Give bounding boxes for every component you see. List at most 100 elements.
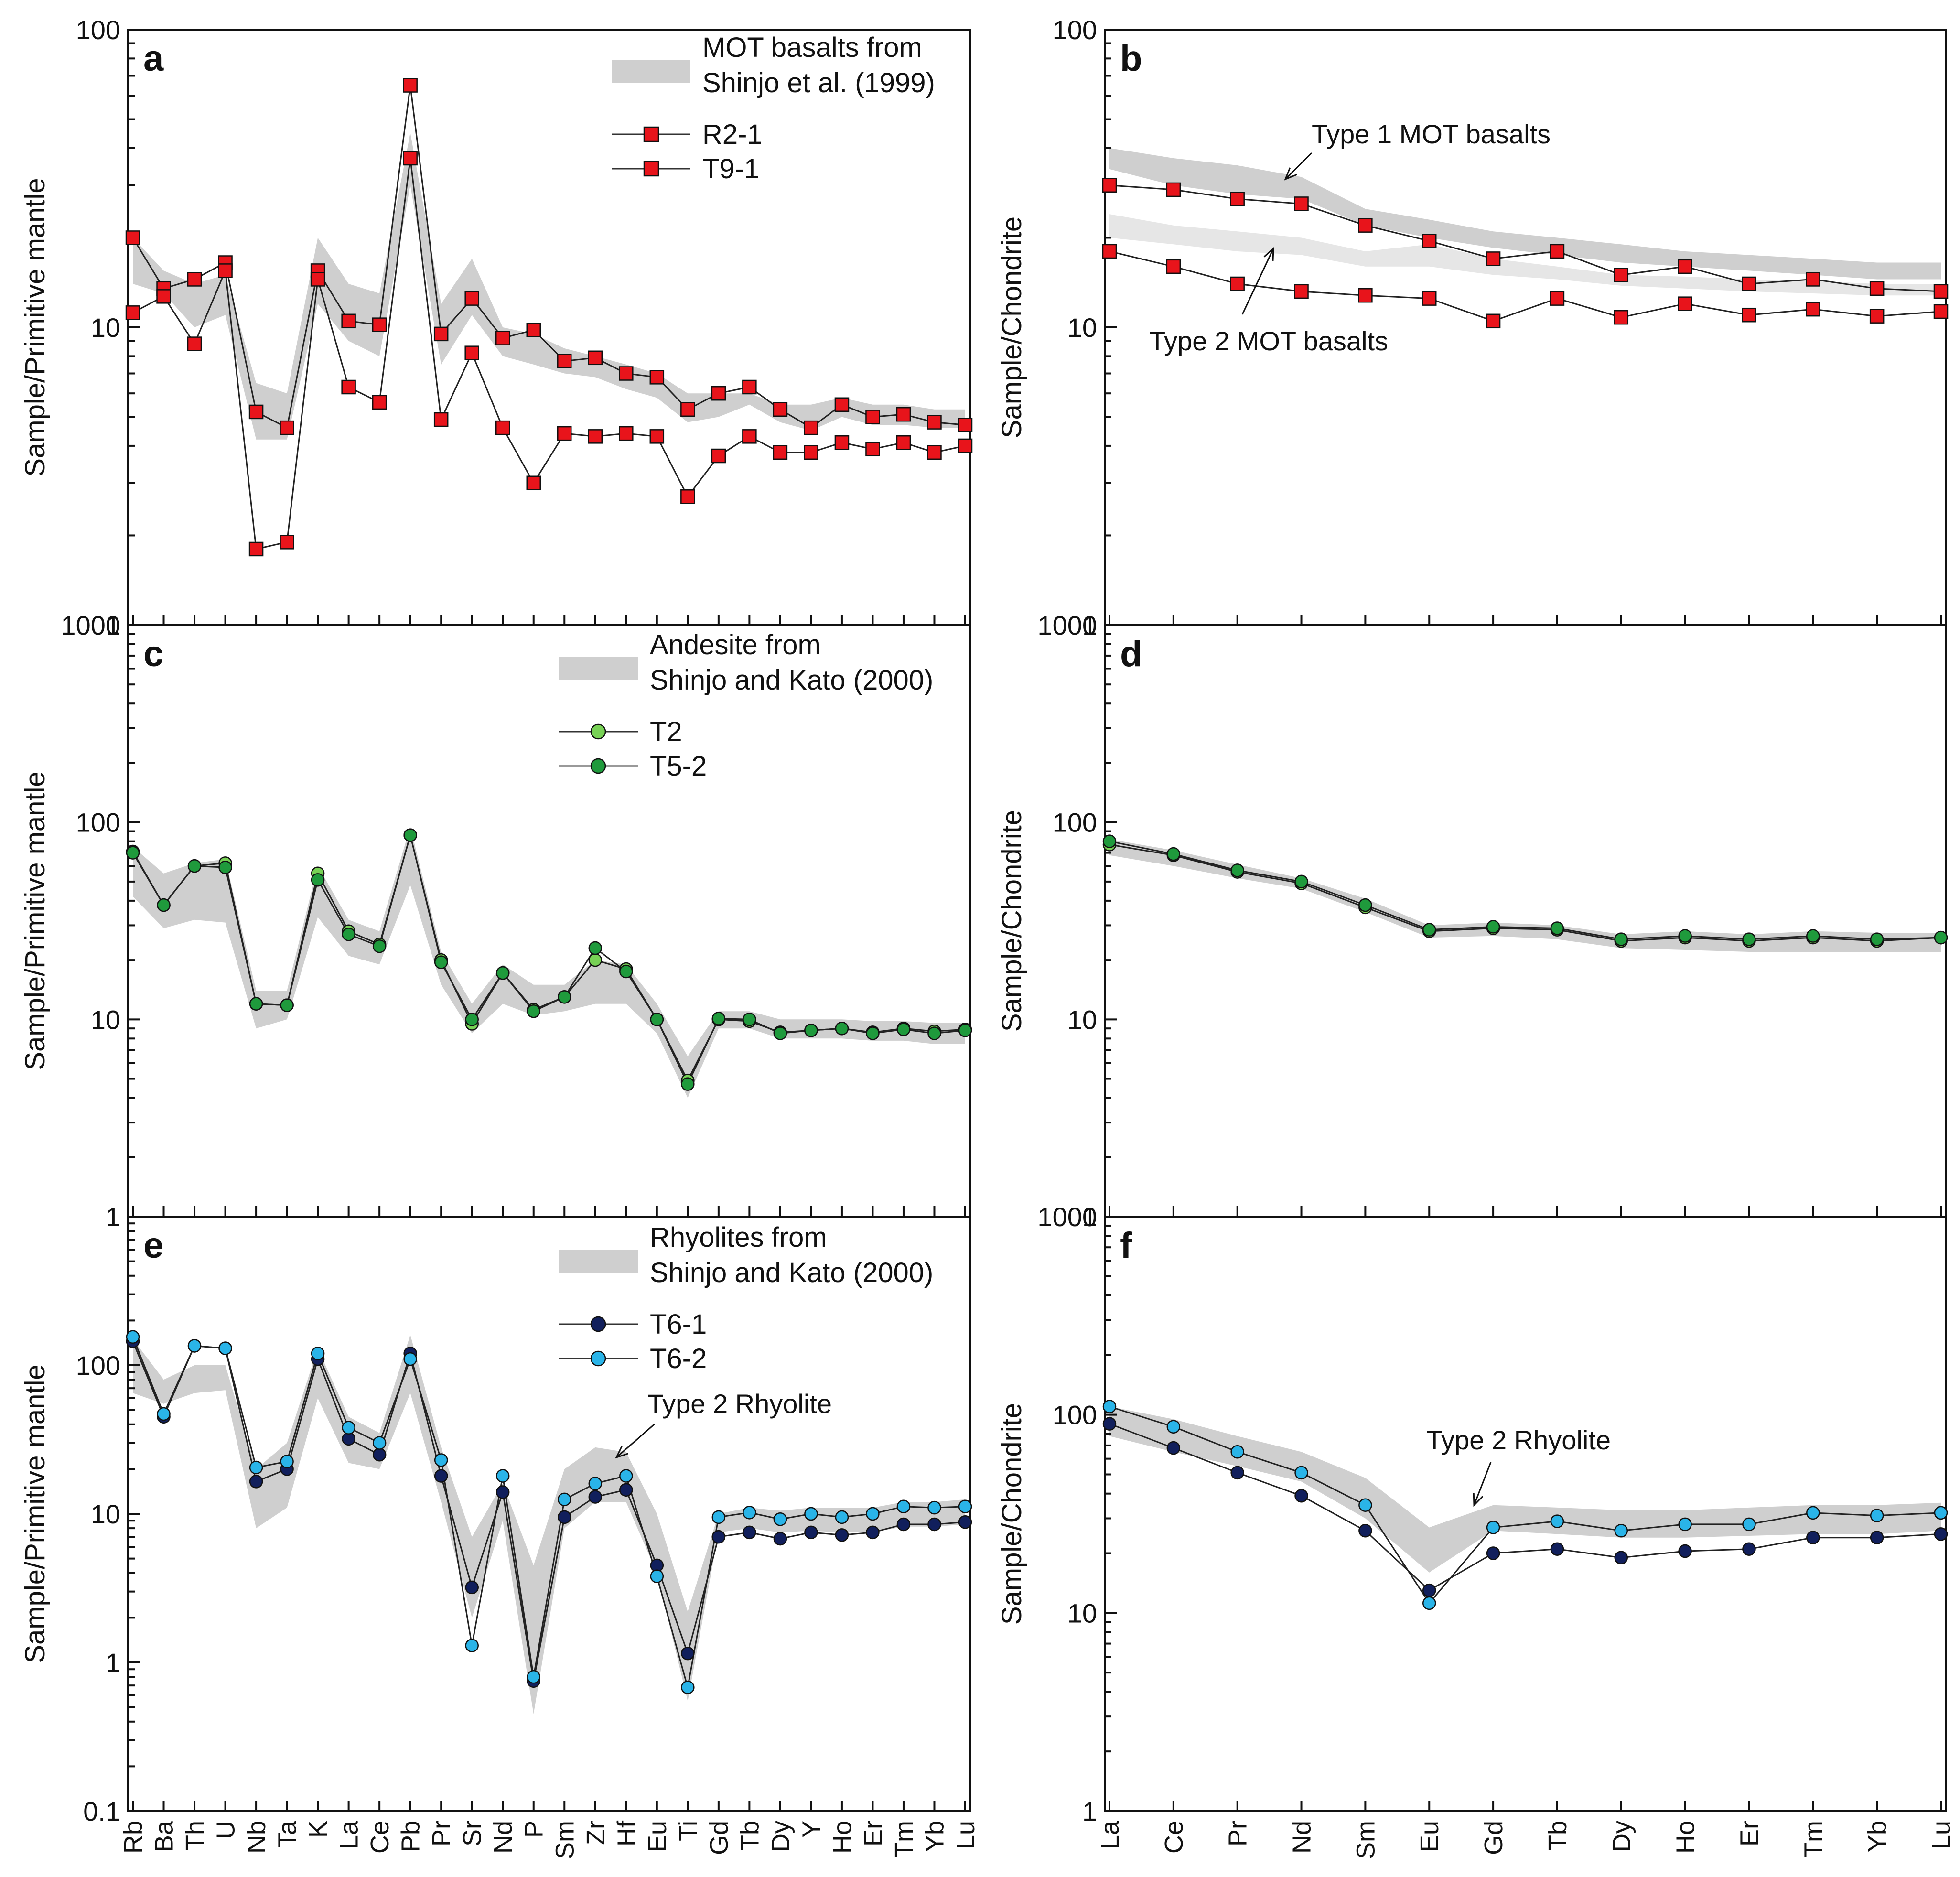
series-line bbox=[1109, 184, 1941, 292]
panel-d: 1 10 100 1000 Sample/Chondrite d bbox=[996, 610, 1948, 1232]
x-tick-label: Pr bbox=[427, 1821, 456, 1846]
data-point bbox=[1742, 276, 1756, 291]
data-point bbox=[834, 397, 850, 412]
data-point bbox=[557, 354, 572, 368]
data-point bbox=[1294, 874, 1308, 889]
data-point bbox=[1358, 898, 1372, 912]
data-point bbox=[958, 438, 973, 453]
data-point bbox=[1678, 1517, 1692, 1532]
data-point bbox=[403, 1352, 417, 1366]
data-point bbox=[1102, 244, 1117, 259]
data-point bbox=[1614, 932, 1628, 946]
data-point bbox=[1486, 920, 1500, 934]
x-tick-label: Tm bbox=[890, 1821, 918, 1858]
data-point bbox=[896, 407, 911, 422]
legend-marker bbox=[590, 1350, 606, 1367]
data-point bbox=[619, 964, 633, 979]
x-tick-label: Tb bbox=[1543, 1821, 1572, 1851]
data-point bbox=[588, 429, 603, 444]
data-point bbox=[1486, 251, 1501, 266]
x-tick-label: Tb bbox=[735, 1821, 764, 1851]
data-point bbox=[280, 420, 294, 435]
data-point bbox=[1358, 1498, 1372, 1512]
legend-band-label: Andesite from bbox=[650, 629, 821, 660]
x-tick-label: La bbox=[335, 1820, 364, 1849]
legend-band-label: Rhyolites from bbox=[650, 1222, 827, 1253]
panel-c: 1 10 100 1000 Sample/Primitive mantle c Andesi… bbox=[20, 610, 972, 1232]
data-point bbox=[495, 420, 510, 435]
data-point bbox=[1614, 1551, 1628, 1564]
data-point bbox=[495, 1469, 510, 1483]
data-point bbox=[1678, 929, 1692, 943]
x-tick-label: P bbox=[520, 1821, 549, 1838]
x-tick-label: Th bbox=[181, 1821, 209, 1851]
data-point bbox=[773, 445, 788, 460]
legend-series-label: R2-1 bbox=[702, 119, 763, 150]
y-axis-label: Sample/Primitive mantle bbox=[20, 1364, 51, 1663]
data-point bbox=[341, 379, 356, 395]
y-tick-label: 1 bbox=[1082, 610, 1097, 640]
data-point bbox=[1933, 304, 1949, 319]
data-point bbox=[1358, 218, 1373, 233]
y-axis-label: Sample/Chondrite bbox=[996, 810, 1027, 1032]
data-point bbox=[742, 379, 757, 395]
data-point bbox=[433, 326, 449, 342]
x-tick-label: U bbox=[212, 1821, 240, 1839]
data-point bbox=[834, 435, 850, 450]
annotation-arrow bbox=[616, 1423, 655, 1458]
series-line bbox=[1109, 250, 1941, 322]
y-axis-label: Sample/Primitive mantle bbox=[20, 178, 51, 476]
y-tick-label: 10 bbox=[91, 313, 120, 343]
data-point bbox=[1806, 1506, 1820, 1520]
data-point bbox=[372, 1436, 387, 1450]
data-point bbox=[1422, 1583, 1436, 1597]
legend-band-label: MOT basalts from bbox=[702, 32, 922, 63]
data-point bbox=[465, 1013, 479, 1026]
data-point bbox=[958, 418, 973, 432]
data-point bbox=[495, 331, 510, 345]
data-point bbox=[341, 313, 356, 329]
x-tick-label: Ce bbox=[1160, 1821, 1188, 1854]
data-point bbox=[557, 426, 572, 441]
x-tick-label: Hf bbox=[612, 1820, 641, 1846]
data-point bbox=[1933, 284, 1949, 299]
data-point bbox=[1166, 1441, 1181, 1455]
data-point bbox=[1422, 291, 1437, 306]
data-point bbox=[558, 1510, 571, 1524]
data-point bbox=[681, 1680, 695, 1694]
data-point bbox=[495, 966, 510, 980]
y-tick-label: 100 bbox=[76, 1350, 120, 1381]
legend-marker bbox=[643, 126, 659, 142]
data-point bbox=[1550, 291, 1565, 306]
x-tick-label: Dy bbox=[766, 1821, 795, 1852]
x-tick-label: Pb bbox=[397, 1821, 425, 1852]
data-point bbox=[1166, 259, 1181, 274]
data-point bbox=[1294, 196, 1309, 211]
data-point bbox=[1358, 1524, 1372, 1538]
data-point bbox=[743, 1013, 756, 1026]
annotation-text: Type 2 Rhyolite bbox=[647, 1389, 832, 1419]
data-point bbox=[1550, 244, 1565, 259]
data-point bbox=[1614, 268, 1629, 282]
data-point bbox=[619, 1483, 633, 1497]
data-point bbox=[1934, 1506, 1948, 1520]
data-point bbox=[434, 1469, 448, 1483]
annotation-arrow bbox=[1284, 152, 1313, 180]
data-point bbox=[248, 541, 264, 557]
x-tick-label: Yb bbox=[1863, 1821, 1892, 1852]
data-point bbox=[1934, 1527, 1948, 1541]
data-point bbox=[1870, 1509, 1884, 1522]
reference-band bbox=[133, 826, 965, 1098]
data-point bbox=[958, 1023, 972, 1037]
panel-letter: a bbox=[143, 38, 164, 79]
data-point bbox=[1102, 834, 1117, 848]
data-point bbox=[711, 1012, 726, 1025]
data-point bbox=[619, 366, 634, 381]
data-point bbox=[1870, 932, 1884, 946]
data-point bbox=[372, 317, 387, 332]
y-tick-label: 10 bbox=[1067, 1598, 1097, 1628]
legend: MOT basalts from Shinjo et al. (1999) R2-1… bbox=[612, 32, 935, 184]
series-line bbox=[1109, 844, 1941, 942]
data-point bbox=[1358, 288, 1373, 303]
data-point bbox=[558, 990, 571, 1004]
